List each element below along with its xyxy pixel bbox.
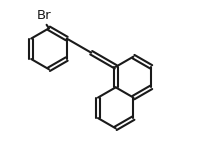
Text: Br: Br [37,9,51,23]
